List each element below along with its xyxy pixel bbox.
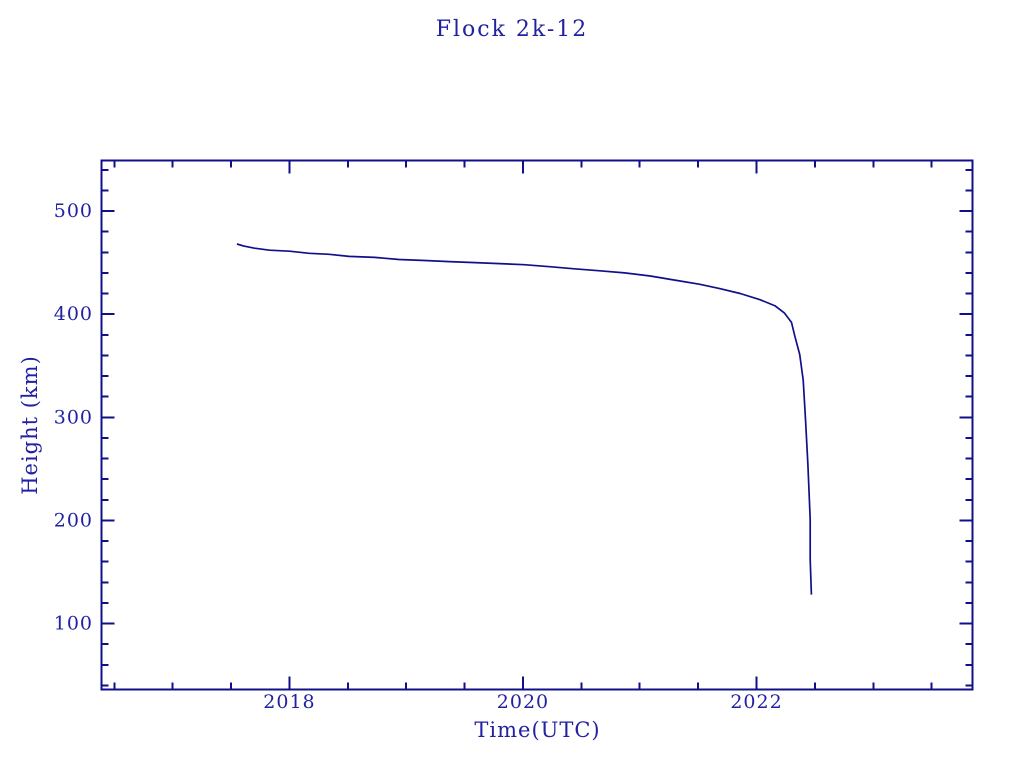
- x-tick-label: 2020: [497, 691, 549, 713]
- decay-curve: [236, 243, 813, 595]
- y-axis-label: Height (km): [18, 355, 42, 495]
- y-tick-label: 500: [54, 200, 93, 222]
- y-tick-label: 300: [54, 406, 93, 428]
- plot-box: [100, 159, 974, 691]
- y-tick-label: 400: [54, 303, 93, 325]
- axis-ticks: [101, 160, 973, 690]
- chart-title: Flock 2k-12: [435, 17, 589, 42]
- x-axis-label: Time(UTC): [474, 718, 601, 742]
- x-tick-label: 2018: [263, 691, 315, 713]
- y-tick-label: 200: [54, 509, 93, 531]
- axis-tick-labels: 2018 2020 2022 100 200 300 400 500: [54, 200, 782, 713]
- x-tick-label: 2022: [730, 691, 782, 713]
- y-tick-label: 100: [54, 613, 93, 635]
